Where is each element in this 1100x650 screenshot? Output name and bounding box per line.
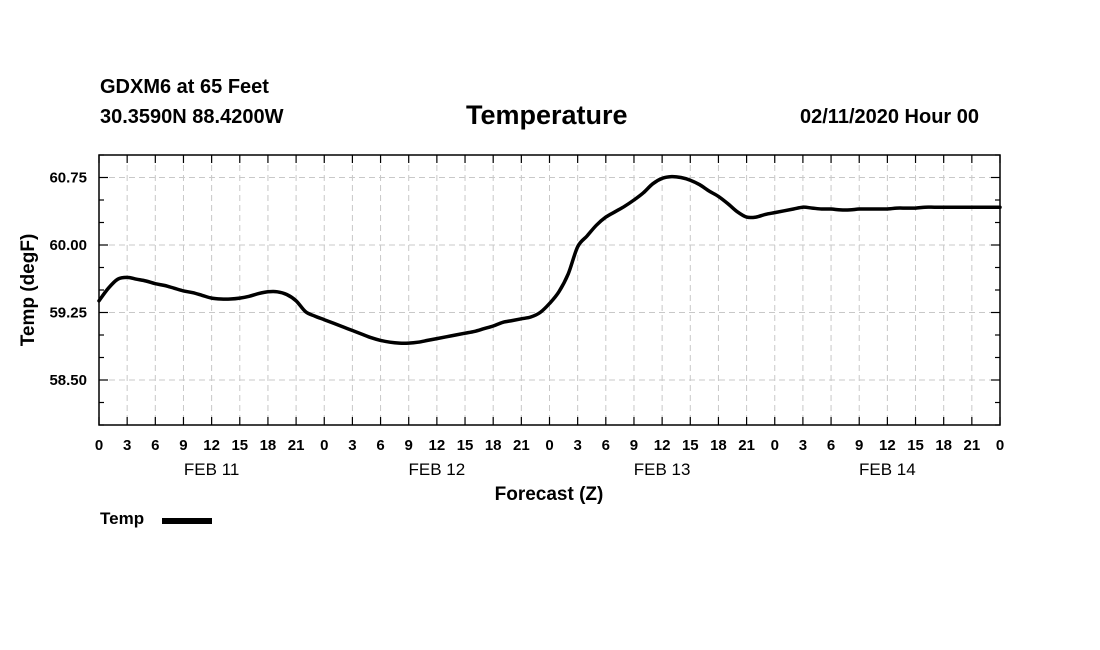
- x-tick-label: 21: [513, 437, 530, 454]
- station-label: GDXM6 at 65 Feet: [100, 76, 269, 98]
- x-tick-label: 9: [855, 437, 863, 454]
- legend-swatch: [162, 518, 212, 524]
- x-tick-label: 15: [907, 437, 924, 454]
- x-tick-label: 21: [964, 437, 981, 454]
- y-tick-label: 58.50: [49, 372, 87, 389]
- x-tick-label: 12: [879, 437, 896, 454]
- temp-series-line: [97, 174, 1002, 345]
- x-tick-label: 6: [376, 437, 384, 454]
- grid-lines: [99, 155, 1000, 425]
- x-tick-label: 6: [151, 437, 159, 454]
- y-tick-label: 60.75: [49, 170, 87, 187]
- x-tick-label: 9: [405, 437, 413, 454]
- y-tick-label: 60.00: [49, 237, 87, 254]
- x-tick-label: 18: [485, 437, 502, 454]
- x-tick-label: 3: [573, 437, 581, 454]
- x-tick-label: 3: [123, 437, 131, 454]
- day-labels: FEB 11 FEB 12 FEB 13 FEB 14: [184, 460, 916, 479]
- x-tick-label: 15: [682, 437, 699, 454]
- x-tick-label: 15: [231, 437, 248, 454]
- y-tick-label: 59.25: [49, 305, 87, 322]
- x-tick-label: 0: [996, 437, 1004, 454]
- day-label: FEB 13: [634, 460, 691, 479]
- x-tick-label: 6: [827, 437, 835, 454]
- x-tick-label: 9: [630, 437, 638, 454]
- x-tick-label: 12: [654, 437, 671, 454]
- y-tick-labels: 58.50 59.25 60.00 60.75: [49, 170, 87, 390]
- x-tick-label: 3: [799, 437, 807, 454]
- legend-label: Temp: [100, 509, 145, 528]
- x-tick-label: 21: [738, 437, 755, 454]
- plot-frame: [98, 154, 1001, 426]
- x-tick-label: 9: [179, 437, 187, 454]
- x-tick-label: 15: [457, 437, 474, 454]
- x-tick-label: 12: [429, 437, 446, 454]
- x-tick-label: 0: [545, 437, 553, 454]
- coordinates-label: 30.3590N 88.4200W: [100, 106, 284, 128]
- x-tick-label: 21: [288, 437, 305, 454]
- y-axis-title: Temp (degF): [18, 234, 39, 347]
- day-label: FEB 14: [859, 460, 916, 479]
- x-tick-label: 6: [602, 437, 610, 454]
- x-tick-labels: 0 3 6 9 12 15 18 21 0 3 6 9 12 15 18 21 0 3 6 9 12 15 18 21 0 3 6 9…: [95, 437, 1004, 454]
- x-tick-label: 18: [260, 437, 277, 454]
- x-axis-title: Forecast (Z): [495, 484, 604, 505]
- axis-ticks: [98, 154, 1001, 426]
- x-tick-label: 0: [771, 437, 779, 454]
- chart-title: Temperature: [466, 100, 628, 130]
- x-tick-label: 0: [320, 437, 328, 454]
- day-label: FEB 11: [184, 460, 239, 479]
- day-label: FEB 12: [409, 460, 466, 479]
- x-tick-label: 3: [348, 437, 356, 454]
- x-tick-label: 12: [203, 437, 220, 454]
- x-tick-label: 18: [935, 437, 952, 454]
- forecast-datetime: 02/11/2020 Hour 00: [800, 106, 980, 128]
- x-tick-label: 18: [710, 437, 727, 454]
- x-tick-label: 0: [95, 437, 103, 454]
